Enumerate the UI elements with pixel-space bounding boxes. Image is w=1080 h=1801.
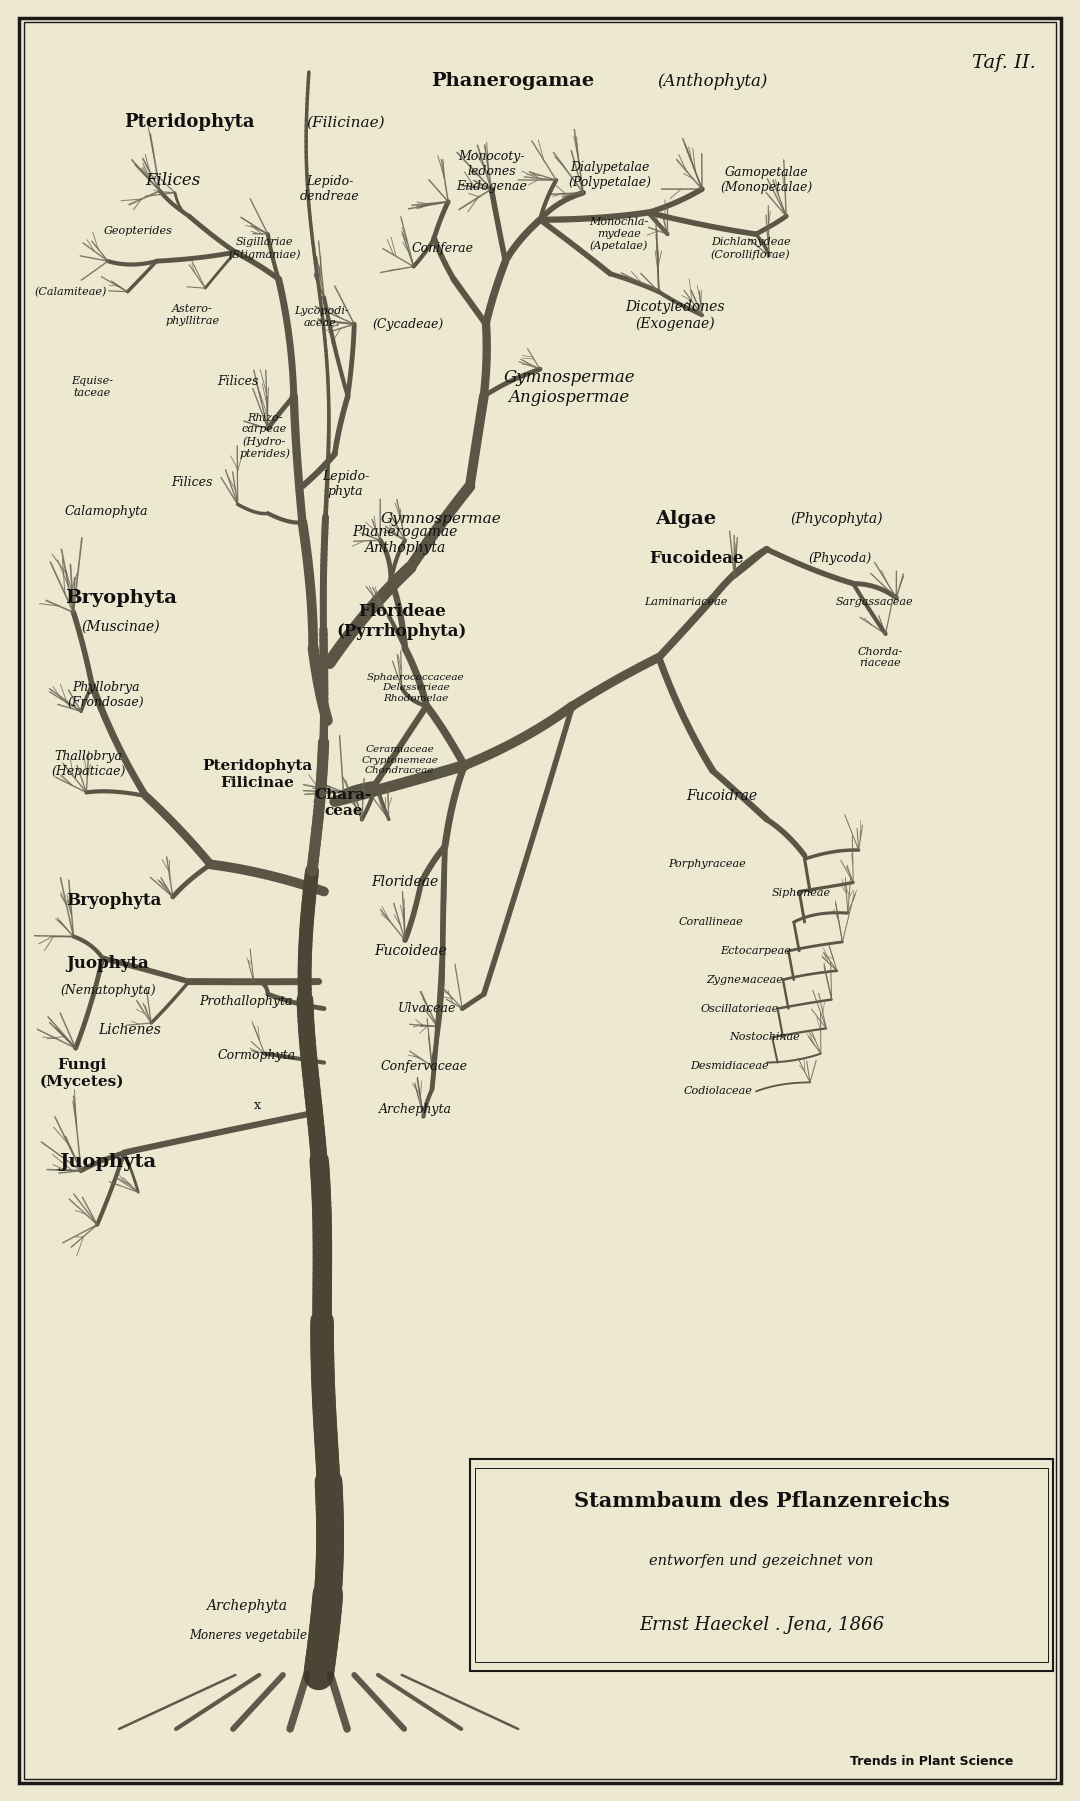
Text: Sphaerococcaceae
Delesserieae
Rhodomelae: Sphaerococcaceae Delesserieae Rhodomelae xyxy=(367,674,464,702)
Text: Fucoideae: Fucoideae xyxy=(374,944,447,958)
Text: Gymnospermae
Angiospermae: Gymnospermae Angiospermae xyxy=(503,369,635,405)
Text: Nostochinae: Nostochinae xyxy=(729,1032,800,1043)
Text: (Anthophyta): (Anthophyta) xyxy=(658,72,768,90)
Text: Lycopodi-
aceae.: Lycopodi- aceae. xyxy=(295,306,349,328)
Text: Dialypetalae
(Polypetalae): Dialypetalae (Polypetalae) xyxy=(569,160,651,189)
Text: Siphoneae: Siphoneae xyxy=(772,888,831,899)
Text: Monochla-
mydeae
(Apetalae): Monochla- mydeae (Apetalae) xyxy=(590,218,648,250)
Text: Phyllobrya
(Frondosae): Phyllobrya (Frondosae) xyxy=(68,681,144,710)
Text: Lepido-
phyta: Lepido- phyta xyxy=(322,470,369,499)
Text: Filices: Filices xyxy=(145,171,201,189)
Bar xyxy=(470,1459,1053,1671)
Text: (Phycophyta): (Phycophyta) xyxy=(791,511,883,526)
Text: Sargassaceae: Sargassaceae xyxy=(836,596,914,607)
Text: Rhizo-
carpeae
(Hydro-
pterides): Rhizo- carpeae (Hydro- pterides) xyxy=(239,412,291,459)
Text: Stammbaum des Pflanzenreichs: Stammbaum des Pflanzenreichs xyxy=(573,1491,949,1511)
Text: Desmidiaceae: Desmidiaceae xyxy=(690,1061,768,1072)
Text: Ceramiaceae
Cryptonemeae
Chondraceae: Ceramiaceae Cryptonemeae Chondraceae xyxy=(361,746,438,774)
Text: Trends in Plant Science: Trends in Plant Science xyxy=(850,1754,1013,1769)
Text: Archephyta: Archephyta xyxy=(205,1599,287,1614)
Text: Bryophyta: Bryophyta xyxy=(65,589,177,607)
Text: Fucoideae: Fucoideae xyxy=(649,549,744,567)
Text: (Phycoda): (Phycoda) xyxy=(809,551,872,566)
Text: Sigillariae
(Stigmaniae): Sigillariae (Stigmaniae) xyxy=(228,238,301,259)
Text: Filices: Filices xyxy=(172,475,213,490)
Text: Archephyta: Archephyta xyxy=(379,1102,453,1117)
Text: Florideae
(Pyrrhophyta): Florideae (Pyrrhophyta) xyxy=(337,603,467,639)
Text: (Calamiteae): (Calamiteae) xyxy=(33,286,107,297)
Text: Lichenes: Lichenes xyxy=(98,1023,161,1037)
Text: Algae: Algae xyxy=(656,510,716,528)
Text: entworfen und gezeichnet von: entworfen und gezeichnet von xyxy=(649,1554,874,1569)
Text: Phanerogamae: Phanerogamae xyxy=(431,72,595,90)
Text: Pteridophyta
Filicinae: Pteridophyta Filicinae xyxy=(202,760,312,789)
Text: Filices: Filices xyxy=(217,375,258,389)
Text: Codiolaceae: Codiolaceae xyxy=(684,1086,753,1097)
Text: (Filicinae): (Filicinae) xyxy=(307,115,384,130)
Text: Coniferae: Coniferae xyxy=(411,241,474,256)
Text: Florideae: Florideae xyxy=(372,875,438,890)
Text: (Muscinae): (Muscinae) xyxy=(82,620,160,634)
Text: Corallineae: Corallineae xyxy=(678,917,743,928)
Text: Gamopetalae
(Monopetalae): Gamopetalae (Monopetalae) xyxy=(720,166,813,195)
Text: Dicotyledones
(Exogenae): Dicotyledones (Exogenae) xyxy=(625,299,725,331)
Text: x: x xyxy=(254,1099,260,1113)
Text: Thallobrya
(Hepaticae): Thallobrya (Hepaticae) xyxy=(52,749,125,778)
Text: Dichlamydeae
(Corolliflorae): Dichlamydeae (Corolliflorae) xyxy=(711,238,791,259)
Text: Chorda-
riaceae: Chorda- riaceae xyxy=(858,647,903,668)
Text: Ernst Haeckel . Jena, 1866: Ernst Haeckel . Jena, 1866 xyxy=(639,1615,883,1634)
Text: Monocoty-
ledones
Endogenae: Monocoty- ledones Endogenae xyxy=(456,149,527,193)
Text: Juophyta: Juophyta xyxy=(59,1153,157,1171)
Text: Moneres vegetabile: Moneres vegetabile xyxy=(189,1628,308,1643)
Text: Astero-
phyllitrae: Astero- phyllitrae xyxy=(165,304,219,326)
Text: Fungi
(Mycetes): Fungi (Mycetes) xyxy=(40,1057,124,1090)
Text: Juophyta: Juophyta xyxy=(67,955,149,973)
Text: Calamophyta: Calamophyta xyxy=(64,504,148,519)
Text: Ulvaceae: Ulvaceae xyxy=(397,1001,456,1016)
Text: Gymnospermae: Gymnospermae xyxy=(380,511,501,526)
Text: (Nematophyta): (Nematophyta) xyxy=(60,983,156,998)
Text: (Cycadeae): (Cycadeae) xyxy=(373,317,444,331)
Text: Zygnемасеае: Zygnемасеае xyxy=(706,974,784,985)
Text: Prothallophyta: Prothallophyta xyxy=(200,994,293,1009)
Text: Ectocarpeae: Ectocarpeae xyxy=(720,946,792,956)
Text: Confervaceae: Confervaceae xyxy=(381,1059,468,1073)
Text: Oscillatorieae: Oscillatorieae xyxy=(701,1003,779,1014)
Text: Cormophyta: Cormophyta xyxy=(218,1048,296,1063)
Text: Geopterides: Geopterides xyxy=(104,225,173,236)
Text: Fucoidrae: Fucoidrae xyxy=(686,789,757,803)
Text: Laminariaceae: Laminariaceae xyxy=(644,596,728,607)
Text: Lepido-
dendreae: Lepido- dendreae xyxy=(299,175,360,204)
Text: Pteridophyta: Pteridophyta xyxy=(124,113,254,131)
Text: Bryophyta: Bryophyta xyxy=(66,891,161,910)
Bar xyxy=(475,1468,1048,1662)
Text: Equise-
taceae: Equise- taceae xyxy=(71,376,112,398)
Text: Phanerogamae
Anthophyta: Phanerogamae Anthophyta xyxy=(352,526,458,555)
Text: Chara-
ceae: Chara- ceae xyxy=(314,789,373,818)
Text: Taf. II.: Taf. II. xyxy=(972,54,1037,72)
Text: Porphyraceae: Porphyraceae xyxy=(669,859,746,870)
